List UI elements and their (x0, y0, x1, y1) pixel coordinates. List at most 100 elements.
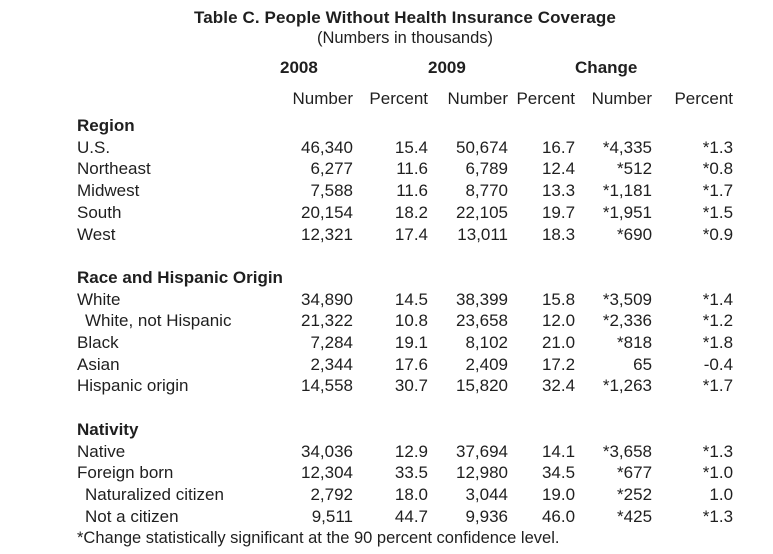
cell-value: 12.0 (541, 311, 576, 331)
table-row: White 34,890 14.5 38,399 15.8 *3,509 *1.4 (77, 289, 733, 311)
row-label: White (77, 289, 121, 309)
cell-value: 6,789 (465, 159, 509, 179)
cell-value: *1.3 (702, 506, 734, 526)
section-spacer (77, 397, 733, 419)
cell-value: 18.3 (541, 224, 576, 244)
table-row: South 20,154 18.2 22,105 19.7 *1,951 *1.5 (77, 202, 733, 224)
column-group-row: 2008 2009 Change (77, 48, 733, 80)
section-spacer (77, 245, 733, 267)
cell-value: *3,509 (602, 289, 653, 309)
row-label: Black (77, 333, 119, 353)
column-header: Number (447, 89, 509, 108)
cell-value: 11.6 (396, 159, 429, 179)
cell-value: *677 (617, 463, 653, 483)
cell-value: *690 (617, 224, 653, 244)
cell-value: -0.4 (703, 354, 734, 374)
cell-value: 19.1 (394, 333, 429, 353)
table-body: Region U.S. 46,340 15.4 50,674 16.7 *4,335 *1.3… (77, 115, 733, 527)
table-row: Asian 2,344 17.6 2,409 17.2 65 -0.4 (77, 354, 733, 376)
cell-value: *1.2 (702, 311, 734, 331)
cell-value: *1.7 (702, 376, 734, 396)
cell-value: 33.5 (394, 463, 429, 483)
cell-value: *1.3 (702, 441, 734, 461)
cell-value: 13,011 (457, 224, 509, 244)
cell-value: 1.0 (709, 484, 734, 504)
cell-value: 19.7 (541, 202, 576, 222)
cell-value: 12,304 (301, 463, 353, 483)
cell-value: 65 (633, 354, 653, 374)
cell-value: 20,154 (301, 202, 353, 222)
row-label: U.S. (77, 137, 111, 157)
table-row: White, not Hispanic 21,322 10.8 23,658 12.0 *… (77, 310, 733, 332)
column-header: Percent (516, 89, 576, 108)
cell-value: 18.2 (394, 202, 429, 222)
cell-value: 8,770 (465, 181, 509, 201)
cell-value: 19.0 (541, 484, 576, 504)
column-header: Percent (369, 89, 429, 108)
cell-value: 30.7 (394, 376, 429, 396)
cell-value: *512 (617, 159, 653, 179)
cell-value: *818 (617, 333, 653, 353)
row-label: Asian (77, 354, 120, 374)
cell-value: 15.4 (394, 137, 429, 157)
cell-value: 12.4 (541, 159, 576, 179)
cell-value: 44.7 (394, 506, 429, 526)
cell-value: 34,036 (301, 441, 353, 461)
table-header-block: Table C. People Without Health Insurance… (77, 0, 733, 48)
cell-value: 50,674 (456, 137, 509, 157)
cell-value: 12,321 (301, 224, 353, 244)
cell-value: 46,340 (301, 137, 353, 157)
cell-value: 17.6 (394, 354, 429, 374)
table-row: Midwest 7,588 11.6 8,770 13.3 *1,181 *1.7 (77, 180, 733, 202)
cell-value: 22,105 (456, 202, 509, 222)
cell-value: 15.8 (541, 289, 576, 309)
row-label: Not a citizen (85, 506, 179, 526)
cell-value: 9,936 (465, 506, 509, 526)
table-row: Black 7,284 19.1 8,102 21.0 *818 *1.8 (77, 332, 733, 354)
page-subtitle: (Numbers in thousands) (316, 29, 494, 47)
column-group-header: Change (575, 58, 638, 77)
cell-value: *0.8 (702, 159, 734, 179)
column-group-header: 2008 (280, 58, 318, 77)
cell-value: *0.9 (702, 224, 734, 244)
section-header: Region (77, 116, 135, 135)
cell-value: 15,820 (456, 376, 509, 396)
row-label: Naturalized citizen (85, 484, 224, 504)
section-header: Race and Hispanic Origin (77, 267, 283, 287)
cell-value: *1.7 (702, 181, 734, 201)
table-row: West 12,321 17.4 13,011 18.3 *690 *0.9 (77, 224, 733, 246)
cell-value: 2,409 (465, 354, 509, 374)
cell-value: *1,263 (602, 376, 653, 396)
cell-value: 21.0 (541, 333, 576, 353)
cell-value: 37,694 (456, 441, 509, 461)
cell-value: 9,511 (311, 506, 353, 526)
table-row: Naturalized citizen 2,792 18.0 3,044 19.0 *25… (77, 484, 733, 506)
section-header-row: Nativity (77, 419, 733, 441)
column-group-header: 2009 (428, 58, 466, 77)
cell-value: 2,792 (310, 484, 353, 504)
row-label: South (77, 202, 122, 222)
cell-value: 6,277 (310, 159, 353, 179)
cell-value: *1.5 (702, 202, 734, 222)
data-table: 2008 2009 Change Number Percent Number P… (77, 48, 733, 527)
column-header: Number (591, 89, 653, 108)
cell-value: 34.5 (541, 463, 576, 483)
footnote: *Change statistically significant at the… (77, 529, 560, 548)
cell-value: *1.8 (702, 333, 734, 353)
cell-value: 34,890 (301, 289, 353, 309)
column-header: Number (292, 89, 353, 108)
table-row: Not a citizen 9,511 44.7 9,936 46.0 *425 *1.3 (77, 506, 733, 528)
row-label: West (77, 224, 116, 244)
cell-value: *1.3 (702, 137, 734, 157)
cell-value: 10.8 (394, 311, 429, 331)
cell-value: *3,658 (602, 441, 653, 461)
cell-value: 17.2 (541, 354, 576, 374)
cell-value: 14,558 (301, 376, 353, 396)
cell-value: 7,588 (310, 181, 353, 201)
empty-cell (77, 48, 280, 80)
section-header-row: Race and Hispanic Origin (77, 267, 733, 289)
cell-value: 12.9 (394, 441, 429, 461)
row-label: Northeast (77, 159, 151, 179)
cell-value: 3,044 (465, 484, 509, 504)
